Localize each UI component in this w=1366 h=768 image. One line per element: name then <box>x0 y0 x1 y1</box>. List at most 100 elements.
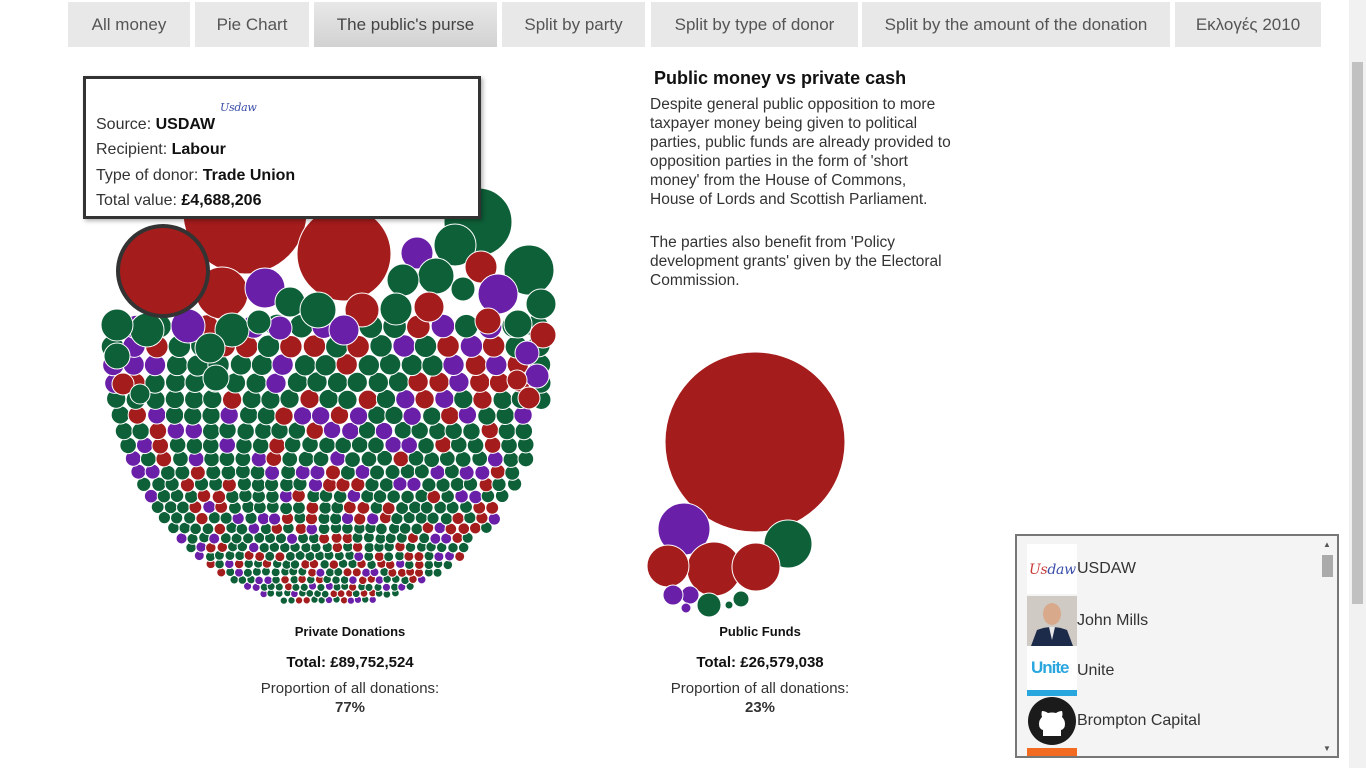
donation-bubble[interactable] <box>263 575 273 586</box>
donation-bubble[interactable] <box>293 354 317 377</box>
donation-bubble[interactable] <box>483 436 502 454</box>
donation-bubble[interactable] <box>208 532 221 545</box>
donation-bubble[interactable] <box>351 567 362 578</box>
tab-split-by-amount[interactable]: Split by the amount of the donation <box>862 2 1170 47</box>
donation-bubble[interactable] <box>189 464 206 481</box>
donation-bubble[interactable] <box>414 389 435 410</box>
tab-pie-chart[interactable]: Pie Chart <box>195 2 309 47</box>
donation-bubble[interactable] <box>373 551 385 563</box>
donation-bubble[interactable] <box>335 353 358 376</box>
donation-bubble[interactable] <box>111 372 135 396</box>
public-fund-bubble[interactable] <box>664 351 846 533</box>
donation-bubble[interactable] <box>325 464 341 481</box>
donation-bubble[interactable] <box>236 422 255 441</box>
donation-bubble[interactable] <box>459 334 484 358</box>
donation-bubble[interactable] <box>363 541 375 554</box>
donation-bubble[interactable] <box>329 512 343 526</box>
donation-bubble[interactable] <box>194 332 226 364</box>
donation-bubble[interactable] <box>367 436 385 455</box>
donation-bubble[interactable] <box>331 575 341 585</box>
donation-bubble[interactable] <box>485 353 508 377</box>
donation-bubble[interactable] <box>267 315 293 341</box>
donation-bubble[interactable] <box>245 372 267 394</box>
donation-bubble[interactable] <box>432 567 443 578</box>
donor-list-scrollbar[interactable]: ▲ ▼ <box>1319 538 1335 756</box>
donation-bubble[interactable] <box>235 522 249 536</box>
donation-bubble[interactable] <box>294 596 304 605</box>
donation-bubble[interactable] <box>328 559 340 570</box>
donation-bubble[interactable] <box>402 406 422 426</box>
donation-bubble[interactable] <box>386 263 420 297</box>
donation-bubble[interactable] <box>348 406 369 426</box>
donation-bubble[interactable] <box>305 500 320 515</box>
public-fund-bubble[interactable] <box>696 592 722 618</box>
donation-bubble[interactable] <box>114 421 134 441</box>
donation-bubble[interactable] <box>311 406 331 426</box>
donation-bubble[interactable] <box>477 273 519 315</box>
donation-bubble[interactable] <box>159 464 176 481</box>
donation-bubble[interactable] <box>474 307 502 335</box>
donation-bubble[interactable] <box>280 574 290 585</box>
donation-bubble[interactable] <box>242 567 253 578</box>
donation-bubble[interactable] <box>419 500 434 515</box>
donation-bubble[interactable] <box>279 334 303 359</box>
donation-bubble[interactable] <box>289 559 301 570</box>
donation-bubble[interactable] <box>413 291 445 323</box>
donation-bubble[interactable] <box>517 386 541 410</box>
public-fund-bubble[interactable] <box>724 600 734 610</box>
donation-bubble[interactable] <box>413 551 425 563</box>
donation-bubble[interactable] <box>315 567 326 578</box>
tab-all-money[interactable]: All money <box>68 2 190 47</box>
donation-bubble[interactable] <box>202 388 223 410</box>
donation-bubble[interactable] <box>369 334 393 358</box>
donation-bubble[interactable] <box>170 511 184 525</box>
scroll-down-arrow-icon[interactable]: ▼ <box>1323 744 1331 753</box>
donation-bubble[interactable] <box>264 464 281 481</box>
donation-bubble[interactable] <box>361 567 372 578</box>
donation-bubble[interactable] <box>433 223 477 267</box>
donation-bubble[interactable] <box>292 406 313 426</box>
donation-bubble[interactable] <box>299 291 337 329</box>
donation-bubble[interactable] <box>211 489 227 505</box>
donation-bubble[interactable] <box>353 551 365 562</box>
tab-split-by-donor-type[interactable]: Split by type of donor <box>651 2 858 47</box>
donation-bubble[interactable] <box>514 340 540 366</box>
donation-bubble[interactable] <box>336 589 346 598</box>
donation-bubble[interactable] <box>131 421 150 441</box>
donation-bubble[interactable] <box>423 550 435 562</box>
public-fund-bubble[interactable] <box>646 544 690 588</box>
donation-bubble[interactable] <box>492 389 513 410</box>
donation-bubble[interactable] <box>151 436 170 455</box>
donation-bubble[interactable] <box>436 334 460 358</box>
donation-bubble[interactable] <box>375 522 388 536</box>
donation-bubble[interactable] <box>486 450 504 468</box>
donation-bubble[interactable] <box>340 511 355 525</box>
donation-bubble[interactable] <box>381 501 396 516</box>
donation-bubble[interactable] <box>477 406 497 426</box>
donor-item-john-mills[interactable]: John Mills <box>1027 596 1317 646</box>
donation-bubble[interactable] <box>251 436 270 455</box>
donation-bubble[interactable] <box>258 541 271 554</box>
donation-bubble[interactable] <box>103 342 131 370</box>
donation-bubble[interactable] <box>410 522 424 536</box>
donation-bubble[interactable] <box>454 313 479 339</box>
donation-bubble[interactable] <box>176 500 190 515</box>
donation-bubble[interactable] <box>369 464 386 481</box>
donation-bubble[interactable] <box>233 567 245 578</box>
donation-bubble[interactable] <box>506 369 528 391</box>
donation-bubble[interactable] <box>202 422 221 441</box>
donation-bubble[interactable] <box>195 512 209 526</box>
donation-bubble[interactable] <box>457 541 470 554</box>
donation-bubble[interactable] <box>307 567 318 578</box>
donation-bubble[interactable] <box>337 389 358 410</box>
donation-bubble[interactable] <box>374 575 385 585</box>
donation-bubble[interactable] <box>236 540 249 553</box>
donation-bubble[interactable] <box>268 436 286 455</box>
donation-bubble[interactable] <box>185 437 204 455</box>
donation-bubble[interactable] <box>129 312 165 348</box>
donation-bubble[interactable] <box>374 421 394 441</box>
donation-bubble[interactable] <box>487 512 501 526</box>
page-scrollbar-thumb[interactable] <box>1352 62 1363 604</box>
donation-bubble[interactable] <box>342 500 357 515</box>
donation-bubble[interactable] <box>175 532 188 545</box>
